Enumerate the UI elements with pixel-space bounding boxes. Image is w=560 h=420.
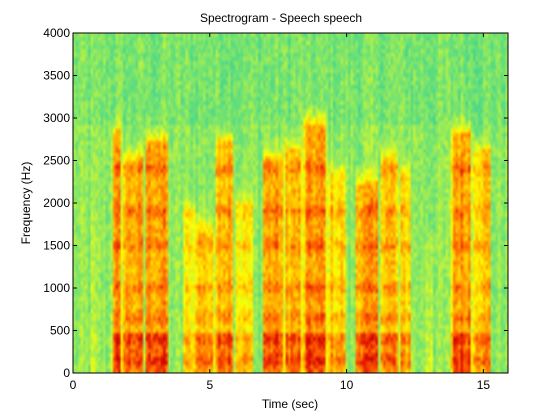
spectrogram-plot-area	[73, 33, 508, 373]
x-tick-label: 5	[206, 378, 213, 392]
y-tick-label: 3500	[43, 69, 70, 83]
y-axis-label: Frequency (Hz)	[19, 162, 33, 245]
chart-title: Spectrogram - Speech speech	[200, 11, 362, 25]
y-tick-label: 1000	[43, 281, 70, 295]
x-tick-label: 0	[70, 378, 77, 392]
x-tick-label: 10	[340, 378, 354, 392]
x-tick-label: 15	[477, 378, 491, 392]
spectrogram-heatmap	[73, 33, 508, 373]
x-axis-label: Time (sec)	[262, 397, 318, 411]
y-tick-label: 500	[50, 324, 70, 338]
x-axis-ticks: 0 5 10 15	[70, 33, 491, 392]
y-tick-label: 2000	[43, 196, 70, 210]
y-tick-label: 2500	[43, 154, 70, 168]
y-tick-label: 0	[63, 366, 70, 380]
y-axis-ticks: 0 500 1000 1500 2000 2500 3000 3500 4000	[43, 26, 508, 380]
y-tick-label: 1500	[43, 239, 70, 253]
y-tick-label: 4000	[43, 26, 70, 40]
y-tick-label: 3000	[43, 111, 70, 125]
